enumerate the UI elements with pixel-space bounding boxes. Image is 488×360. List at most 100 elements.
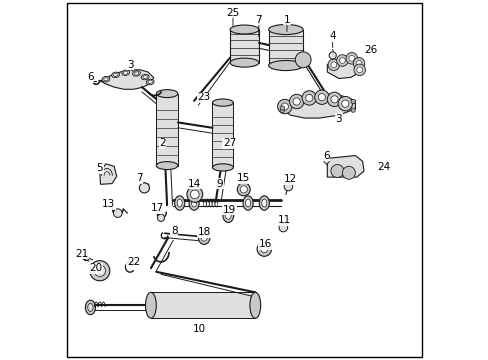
Circle shape (284, 182, 292, 191)
Circle shape (190, 190, 199, 199)
Text: 3: 3 (335, 114, 342, 124)
Text: 20: 20 (89, 263, 102, 273)
Circle shape (289, 94, 303, 109)
Circle shape (350, 99, 355, 104)
Circle shape (89, 261, 110, 281)
Text: 17: 17 (150, 203, 163, 213)
Ellipse shape (198, 231, 209, 244)
Text: 11: 11 (278, 215, 291, 225)
Circle shape (330, 165, 343, 177)
Circle shape (352, 58, 364, 69)
Text: 7: 7 (136, 173, 142, 183)
Text: 2: 2 (159, 138, 165, 148)
Text: 18: 18 (197, 227, 210, 237)
Circle shape (257, 242, 271, 256)
Circle shape (277, 99, 291, 114)
Text: 22: 22 (127, 257, 140, 267)
Polygon shape (279, 94, 355, 118)
Text: 13: 13 (102, 199, 115, 210)
Circle shape (341, 100, 348, 107)
Circle shape (326, 92, 341, 107)
Ellipse shape (103, 78, 108, 81)
Ellipse shape (230, 58, 258, 67)
Circle shape (280, 108, 284, 113)
Circle shape (355, 60, 361, 66)
Text: 26: 26 (364, 45, 377, 55)
Ellipse shape (268, 60, 303, 71)
Ellipse shape (245, 199, 250, 207)
Text: 27: 27 (223, 138, 236, 148)
Ellipse shape (132, 71, 140, 76)
Ellipse shape (122, 70, 129, 76)
Ellipse shape (123, 71, 127, 74)
Circle shape (336, 55, 347, 66)
Circle shape (330, 96, 337, 103)
Ellipse shape (102, 76, 110, 82)
Text: 23: 23 (197, 92, 210, 102)
Ellipse shape (134, 72, 139, 75)
Ellipse shape (111, 72, 119, 78)
Polygon shape (212, 103, 233, 167)
Polygon shape (156, 94, 178, 166)
Ellipse shape (249, 292, 260, 318)
Circle shape (279, 223, 287, 232)
Text: 16: 16 (258, 239, 271, 249)
Ellipse shape (177, 199, 182, 207)
Text: 19: 19 (223, 204, 236, 215)
Circle shape (280, 106, 284, 110)
Polygon shape (100, 70, 153, 89)
Ellipse shape (201, 234, 207, 241)
Ellipse shape (212, 99, 233, 106)
Polygon shape (326, 156, 363, 177)
Ellipse shape (243, 196, 253, 210)
Polygon shape (268, 30, 303, 66)
Polygon shape (151, 292, 255, 318)
Text: 12: 12 (284, 174, 297, 184)
Circle shape (302, 91, 316, 105)
Circle shape (97, 268, 102, 274)
Ellipse shape (268, 24, 303, 35)
Circle shape (342, 166, 355, 179)
Circle shape (94, 265, 105, 276)
Ellipse shape (156, 90, 178, 98)
Circle shape (318, 94, 325, 101)
Ellipse shape (191, 199, 196, 207)
Ellipse shape (212, 164, 233, 171)
Ellipse shape (261, 199, 266, 207)
Circle shape (186, 186, 203, 202)
Circle shape (113, 209, 122, 217)
Text: 9: 9 (216, 179, 223, 189)
Circle shape (295, 52, 310, 68)
Circle shape (305, 94, 312, 102)
Text: 21: 21 (75, 249, 88, 259)
Ellipse shape (142, 76, 147, 78)
Circle shape (292, 98, 300, 105)
Text: 8: 8 (171, 226, 177, 236)
Polygon shape (230, 30, 258, 63)
Ellipse shape (156, 162, 178, 170)
Text: 7: 7 (255, 15, 262, 25)
Circle shape (237, 183, 250, 196)
Ellipse shape (113, 73, 118, 76)
Ellipse shape (259, 196, 269, 210)
Text: 3: 3 (126, 60, 133, 70)
Ellipse shape (223, 208, 233, 222)
Circle shape (339, 58, 345, 63)
Polygon shape (326, 56, 363, 78)
Circle shape (281, 103, 288, 110)
Circle shape (323, 158, 329, 163)
Circle shape (157, 214, 164, 221)
Ellipse shape (146, 79, 154, 85)
Ellipse shape (189, 196, 199, 210)
Polygon shape (100, 164, 117, 184)
Circle shape (348, 55, 354, 61)
Circle shape (314, 90, 328, 104)
Ellipse shape (225, 211, 231, 219)
Circle shape (356, 67, 362, 73)
Text: 5: 5 (96, 163, 103, 174)
Text: 6: 6 (87, 72, 94, 82)
Ellipse shape (148, 81, 152, 84)
Ellipse shape (174, 196, 184, 210)
Ellipse shape (87, 303, 93, 311)
Circle shape (260, 246, 267, 253)
